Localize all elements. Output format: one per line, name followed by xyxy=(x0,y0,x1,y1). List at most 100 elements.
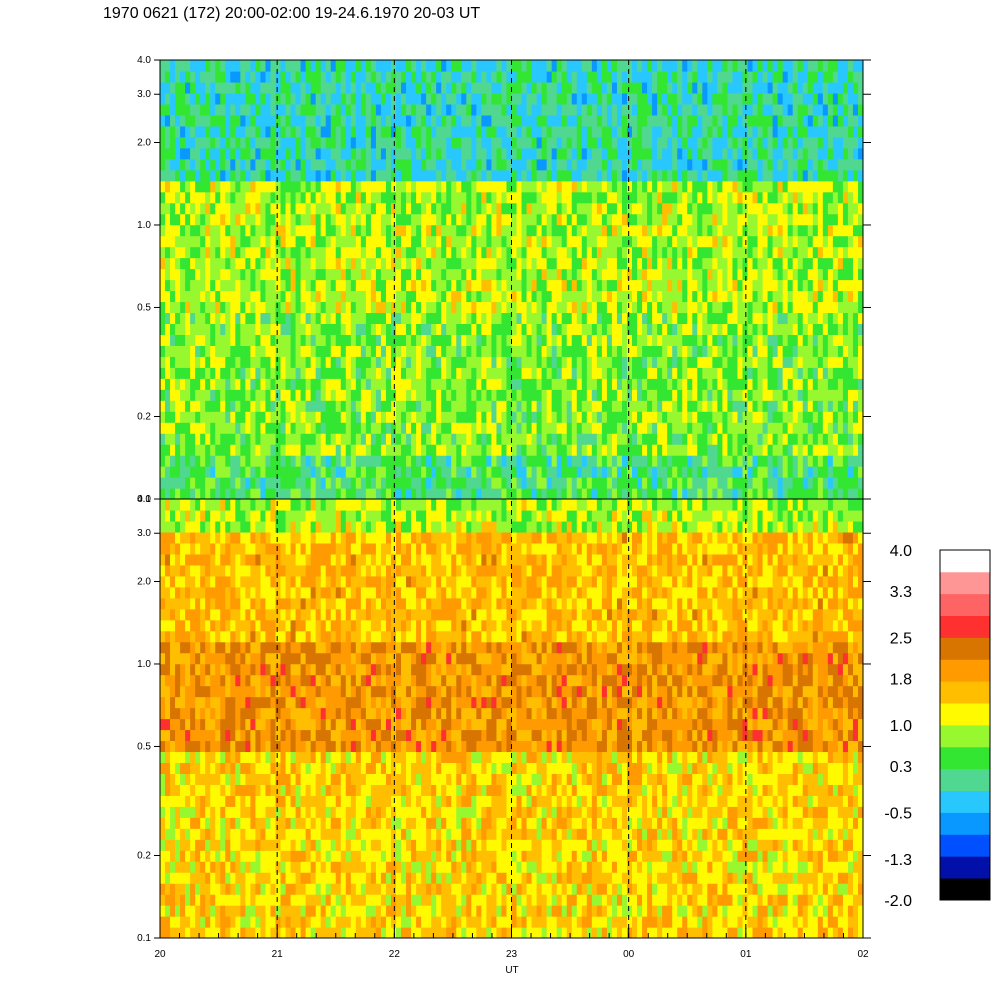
heatmap-cell xyxy=(230,290,236,303)
heatmap-cell xyxy=(822,191,829,204)
heatmap-cell xyxy=(812,246,819,259)
heatmap-cell xyxy=(722,455,729,467)
heatmap-cell xyxy=(431,290,437,303)
heatmap-cell xyxy=(596,103,603,116)
heatmap-cell xyxy=(817,125,824,138)
heatmap-cell xyxy=(506,224,513,237)
heatmap-cell xyxy=(687,455,693,467)
heatmap-cell xyxy=(792,323,799,335)
heatmap-cell xyxy=(707,345,713,357)
heatmap-cell xyxy=(531,422,538,434)
heatmap-cell xyxy=(180,444,186,456)
heatmap-cell xyxy=(205,312,211,324)
heatmap-cell xyxy=(777,312,784,324)
heatmap-cell xyxy=(280,125,287,138)
heatmap-cell xyxy=(501,422,508,434)
heatmap-cell xyxy=(732,389,739,401)
heatmap-cell xyxy=(360,268,367,281)
heatmap-cell xyxy=(571,444,578,456)
heatmap-cell xyxy=(752,246,759,259)
heatmap-cell xyxy=(832,158,839,171)
heatmap-cell xyxy=(426,224,432,237)
heatmap-cell xyxy=(847,488,854,499)
heatmap-cell xyxy=(727,114,734,127)
heatmap-cell xyxy=(652,147,658,160)
heatmap-cell xyxy=(732,158,739,171)
heatmap-cell xyxy=(175,334,181,346)
heatmap-cell xyxy=(360,213,367,226)
heatmap-cell xyxy=(355,290,362,303)
heatmap-cell xyxy=(451,345,457,357)
heatmap-cell xyxy=(265,444,272,456)
heatmap-cell xyxy=(842,356,849,368)
heatmap-cell xyxy=(687,345,693,357)
heatmap-cell xyxy=(385,334,392,346)
heatmap-cell xyxy=(265,477,272,489)
heatmap-cell xyxy=(446,422,452,434)
heatmap-cell xyxy=(767,114,774,127)
heatmap-cell xyxy=(471,488,477,499)
heatmap-cell xyxy=(511,169,518,182)
heatmap-cell xyxy=(702,169,708,182)
heatmap-cell xyxy=(817,323,824,335)
heatmap-cell xyxy=(280,312,287,324)
heatmap-cell xyxy=(290,246,297,259)
heatmap-cell xyxy=(857,213,863,226)
heatmap-cell xyxy=(637,488,643,499)
heatmap-cell xyxy=(692,378,698,390)
heatmap-cell xyxy=(230,433,236,445)
heatmap-cell xyxy=(205,433,211,445)
heatmap-cell xyxy=(160,411,166,423)
heatmap-cell xyxy=(466,114,472,127)
heatmap-cell xyxy=(702,455,708,467)
heatmap-cell xyxy=(807,356,814,368)
heatmap-cell xyxy=(546,455,553,467)
heatmap-cell xyxy=(300,114,307,127)
heatmap-cell xyxy=(531,345,538,357)
heatmap-cell xyxy=(762,246,769,259)
heatmap-cell xyxy=(491,103,498,116)
heatmap-cell xyxy=(385,103,392,116)
heatmap-cell xyxy=(411,246,417,259)
heatmap-cell xyxy=(536,367,543,379)
heatmap-cell xyxy=(667,301,673,314)
heatmap-cell xyxy=(506,279,513,292)
heatmap-cell xyxy=(260,213,267,226)
heatmap-cell xyxy=(702,191,708,204)
heatmap-cell xyxy=(476,345,482,357)
heatmap-cell xyxy=(225,477,231,489)
heatmap-cell xyxy=(827,323,834,335)
heatmap-cell xyxy=(591,114,598,127)
heatmap-cell xyxy=(491,180,498,193)
heatmap-cell xyxy=(185,136,191,149)
heatmap-cell xyxy=(446,367,452,379)
heatmap-cell xyxy=(300,136,307,149)
heatmap-cell xyxy=(687,246,693,259)
heatmap-cell xyxy=(325,202,332,215)
heatmap-cell xyxy=(632,301,638,314)
heatmap-cell xyxy=(190,169,196,182)
heatmap-cell xyxy=(390,323,397,335)
heatmap-cell xyxy=(325,235,332,248)
heatmap-cell xyxy=(506,147,513,160)
heatmap-cell xyxy=(501,455,508,467)
heatmap-cell xyxy=(742,158,749,171)
heatmap-cell xyxy=(200,312,206,324)
heatmap-cell xyxy=(426,180,432,193)
heatmap-cell xyxy=(295,103,302,116)
heatmap-cell xyxy=(596,422,603,434)
heatmap-cell xyxy=(526,477,533,489)
heatmap-cell xyxy=(747,488,754,499)
heatmap-cell xyxy=(190,345,196,357)
heatmap-cell xyxy=(556,257,563,270)
heatmap-cell xyxy=(842,422,849,434)
heatmap-cell xyxy=(416,103,422,116)
heatmap-cell xyxy=(250,279,257,292)
heatmap-cell xyxy=(250,213,257,226)
heatmap-cell xyxy=(215,378,221,390)
heatmap-cell xyxy=(591,312,598,324)
heatmap-cell xyxy=(345,334,352,346)
heatmap-cell xyxy=(355,422,362,434)
heatmap-cell xyxy=(566,191,573,204)
heatmap-cell xyxy=(436,466,442,478)
